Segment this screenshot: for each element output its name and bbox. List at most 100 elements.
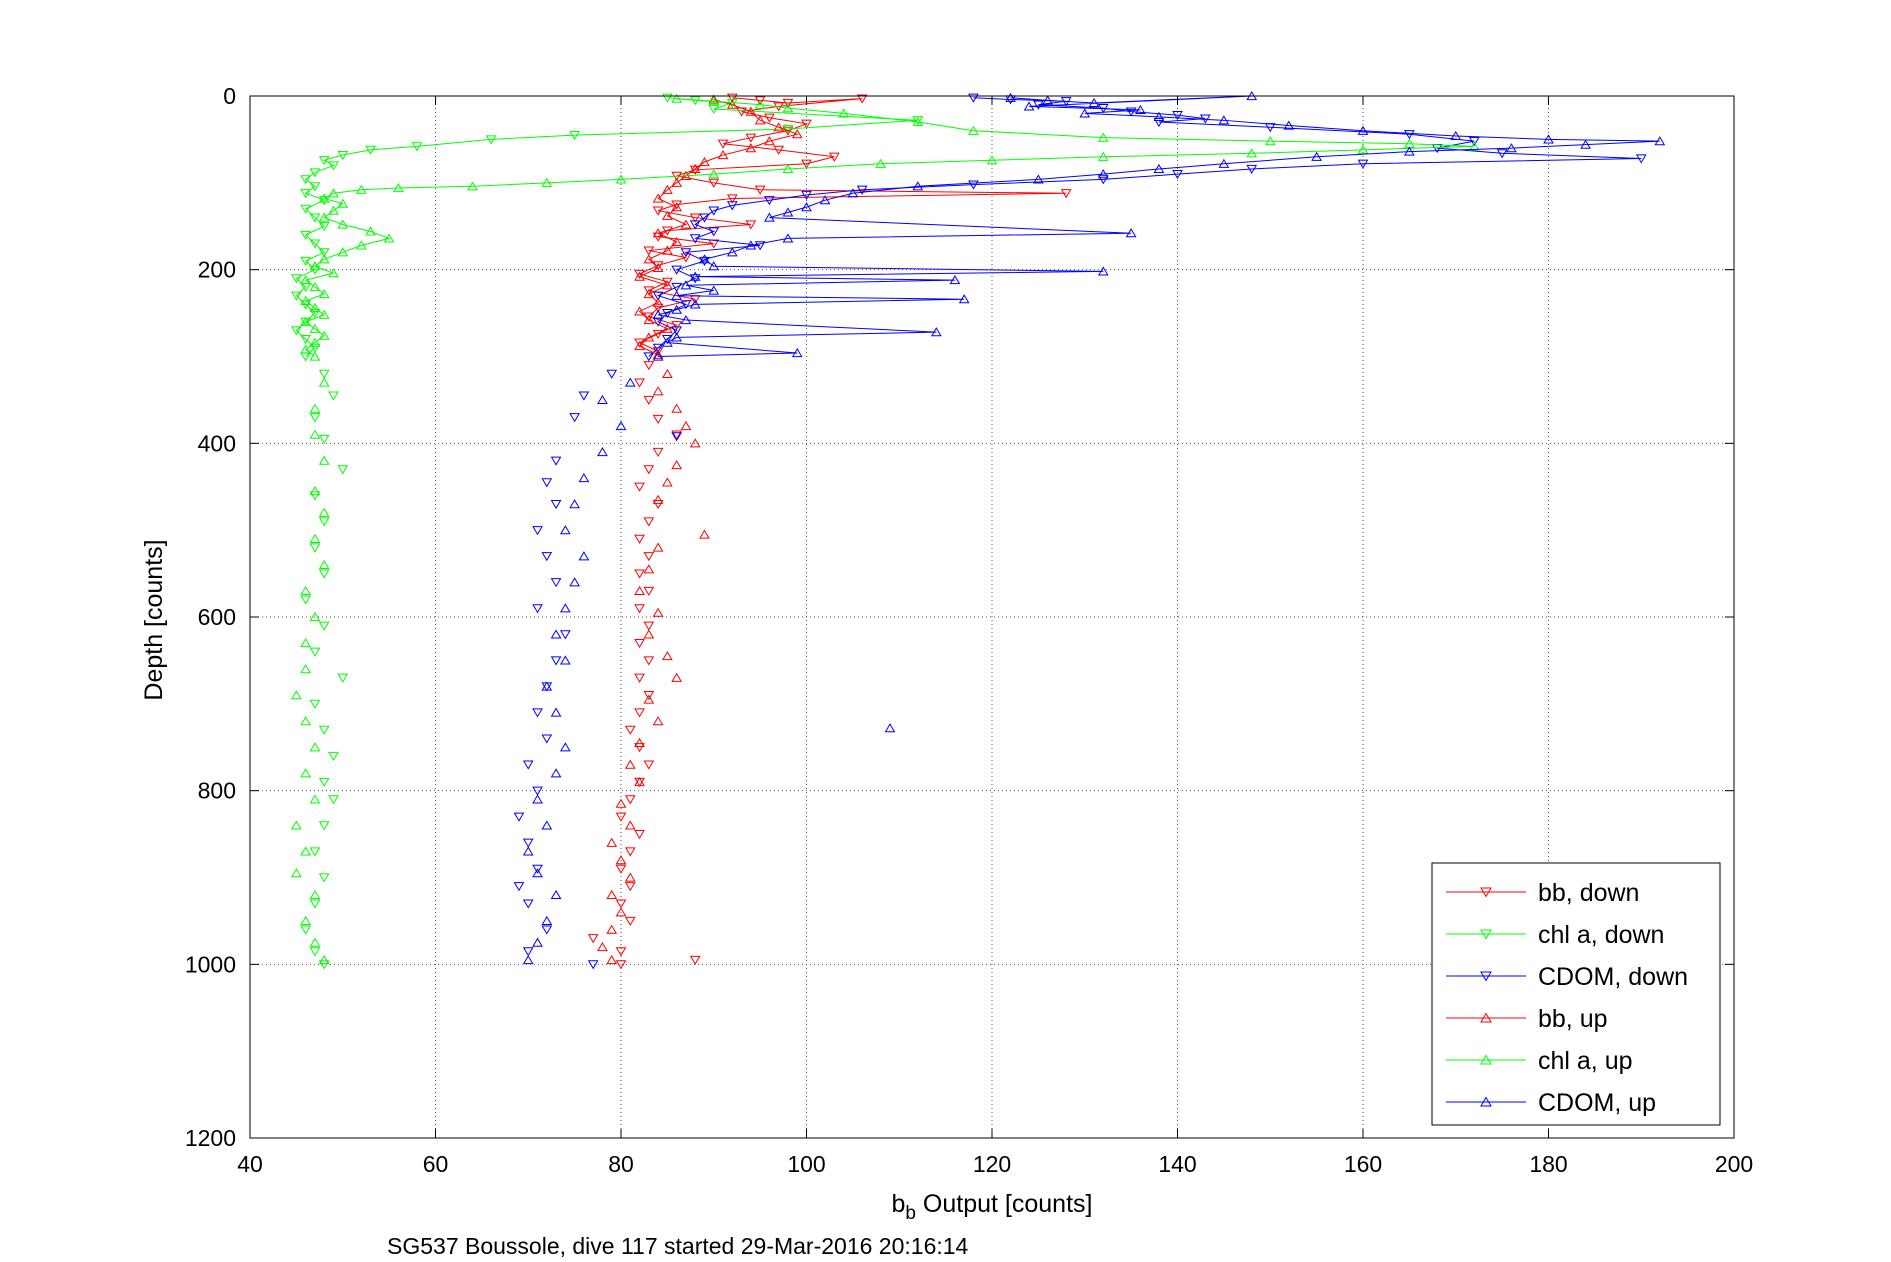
data-point: [291, 291, 302, 301]
data-point: [318, 434, 330, 445]
data-point: [300, 846, 312, 856]
data-point: [365, 145, 376, 155]
data-point: [652, 716, 664, 726]
data-point: [652, 291, 664, 301]
data-point: [606, 837, 618, 847]
data-point: [309, 899, 321, 909]
data-point: [1450, 130, 1462, 141]
legend-entry: bb, up: [1446, 1005, 1608, 1033]
data-point: [318, 455, 330, 465]
data-point: [634, 708, 645, 718]
data-point: [300, 316, 312, 326]
data-point: [717, 150, 729, 160]
data-point: [912, 117, 924, 127]
data-point: [764, 136, 775, 146]
data-point: [1543, 134, 1554, 144]
data-point: [689, 213, 701, 223]
data-point: [615, 947, 627, 957]
data-point: [578, 551, 590, 561]
data-point: [328, 795, 339, 805]
legend-label: chl a, up: [1538, 1047, 1633, 1075]
data-point: [300, 204, 312, 214]
data-point: [671, 432, 683, 442]
data-point: [337, 219, 349, 229]
data-point: [671, 93, 683, 103]
data-point: [615, 864, 627, 874]
data-point: [559, 603, 571, 613]
data-point: [318, 569, 330, 579]
data-point: [634, 482, 645, 492]
data-point: [726, 93, 738, 103]
data-point: [968, 125, 979, 135]
legend-entry: CDOM, down: [1446, 963, 1688, 991]
data-point: [550, 456, 562, 466]
data-point: [662, 368, 673, 378]
data-point: [708, 94, 720, 104]
data-point: [708, 227, 720, 237]
data-point: [745, 143, 757, 153]
data-point: [624, 847, 636, 857]
data-point: [1153, 111, 1165, 121]
data-point: [708, 169, 720, 179]
data-point: [699, 529, 710, 539]
data-point: [309, 947, 321, 957]
data-point: [541, 925, 553, 935]
data-point: [309, 699, 321, 709]
data-point: [291, 820, 302, 830]
y-tick-label: 600: [198, 604, 236, 630]
data-point: [662, 323, 673, 333]
data-point: [606, 954, 618, 965]
data-point: [634, 829, 645, 840]
data-point: [680, 248, 692, 258]
data-point: [708, 96, 720, 106]
data-point: [643, 465, 655, 475]
data-point: [328, 751, 339, 761]
data-point: [300, 716, 312, 726]
data-point: [300, 925, 312, 935]
data-point: [1005, 92, 1016, 102]
caption: SG537 Boussole, dive 117 started 29-Mar-…: [387, 1233, 969, 1259]
data-point: [300, 585, 312, 596]
series-line: [657, 95, 1660, 357]
data-point: [337, 198, 349, 208]
data-point: [569, 413, 580, 423]
x-axis-label-main: b: [892, 1190, 906, 1218]
data-point: [671, 200, 683, 210]
data-point: [309, 168, 321, 178]
data-point: [680, 300, 692, 310]
data-point: [1135, 104, 1146, 114]
y-tick-label: 400: [198, 430, 236, 456]
data-point: [930, 327, 942, 337]
data-point: [309, 889, 321, 899]
data-point: [615, 960, 627, 970]
data-point: [318, 517, 330, 527]
data-point: [541, 915, 553, 926]
series-5: [522, 90, 1666, 965]
data-point: [318, 309, 330, 319]
data-point: [1172, 170, 1183, 180]
data-point: [652, 351, 664, 361]
data-point: [1060, 189, 1072, 199]
data-point: [662, 210, 673, 220]
data-point: [634, 306, 645, 316]
data-point: [291, 326, 302, 336]
data-point: [652, 262, 664, 273]
data-point: [355, 240, 367, 250]
x-axis-label-rest: Output [counts]: [916, 1190, 1093, 1218]
data-point: [337, 673, 349, 683]
data-point: [569, 130, 580, 141]
data-point: [773, 122, 785, 132]
x-tick-label: 60: [423, 1151, 449, 1177]
data-point: [986, 155, 998, 165]
data-point: [550, 656, 562, 666]
data-point: [309, 337, 321, 347]
data-point: [309, 611, 321, 622]
data-point: [958, 294, 970, 304]
data-point: [467, 181, 478, 191]
data-point: [1125, 228, 1137, 238]
series-3: [597, 94, 803, 965]
data-point: [309, 413, 321, 423]
data-point: [1023, 101, 1035, 111]
data-point: [801, 202, 812, 212]
data-point: [309, 429, 321, 439]
